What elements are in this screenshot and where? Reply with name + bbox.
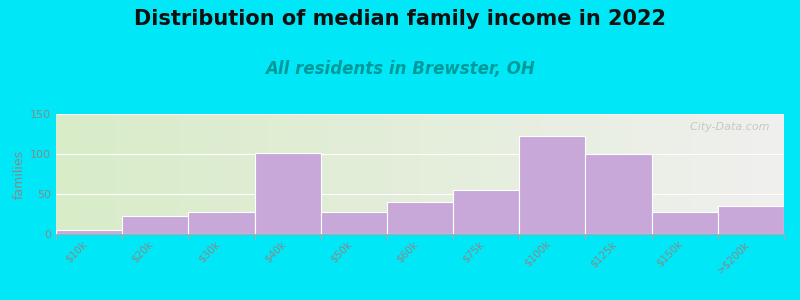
Bar (519, 136, 586, 234)
Bar (188, 212, 254, 234)
Bar (122, 216, 188, 234)
Bar (718, 206, 784, 234)
Bar (652, 212, 718, 234)
Bar (56, 230, 122, 234)
Bar (586, 154, 652, 234)
Bar (453, 190, 519, 234)
Text: All residents in Brewster, OH: All residents in Brewster, OH (265, 60, 535, 78)
Text: City-Data.com: City-Data.com (683, 122, 770, 132)
Y-axis label: families: families (13, 149, 26, 199)
Bar (254, 153, 321, 234)
Bar (321, 212, 387, 234)
Bar (387, 202, 453, 234)
Text: Distribution of median family income in 2022: Distribution of median family income in … (134, 9, 666, 29)
